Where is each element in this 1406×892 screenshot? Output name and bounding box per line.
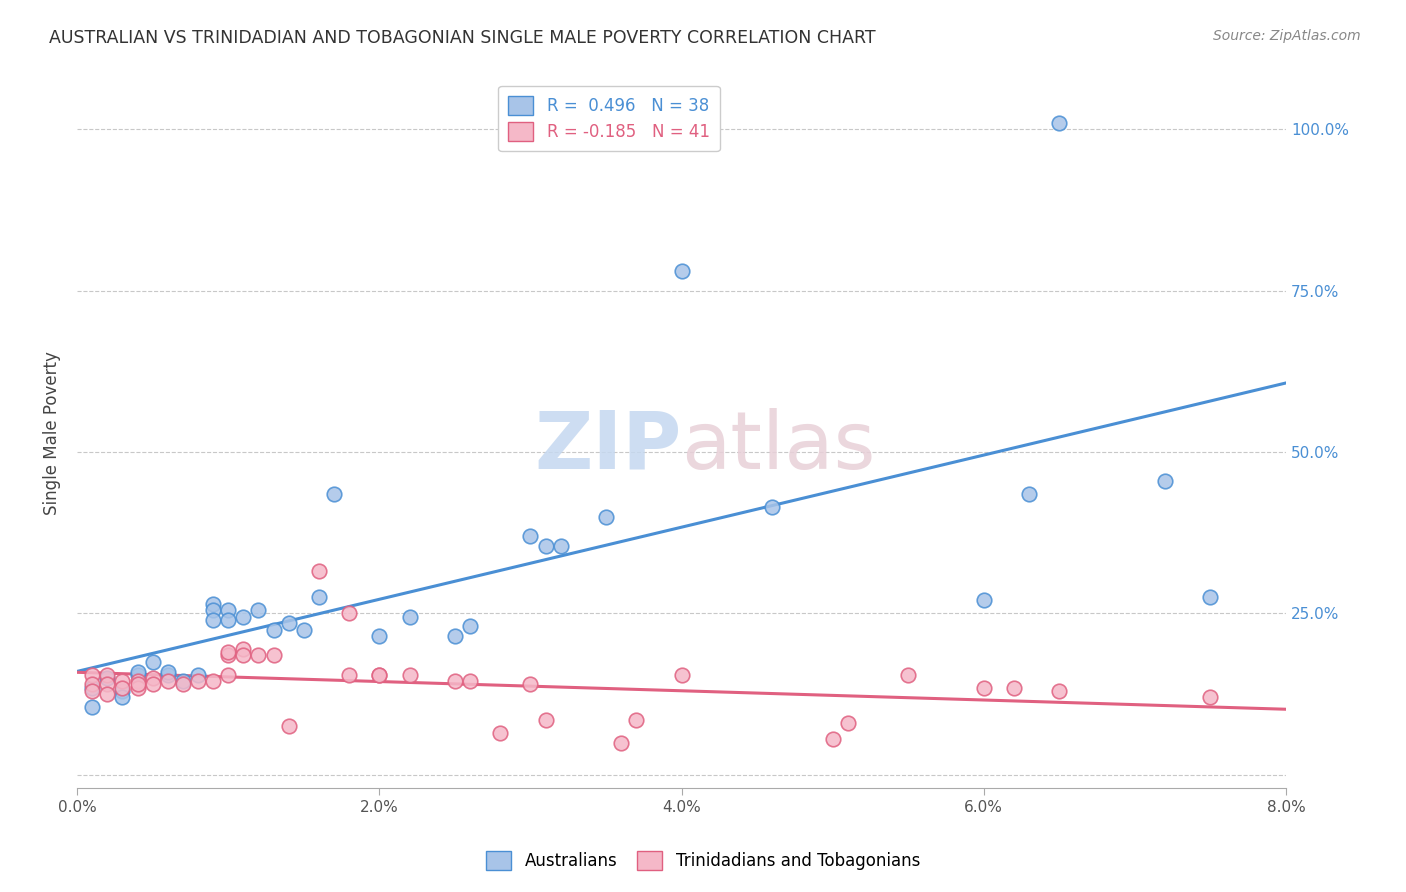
Point (217, 648, 239, 663)
Point (1199, 690, 1222, 705)
Point (534, 539, 557, 553)
Point (127, 677, 149, 691)
Point (82, 677, 104, 691)
Point (172, 674, 194, 689)
Point (489, 726, 512, 740)
Point (96, 671, 118, 685)
Point (292, 623, 315, 637)
Point (308, 565, 330, 579)
Legend: Australians, Trinidadians and Tobagonians: Australians, Trinidadians and Tobagonian… (479, 844, 927, 877)
Point (973, 681, 995, 695)
Point (534, 713, 557, 727)
Legend: R =  0.496   N = 38, R = -0.185   N = 41: R = 0.496 N = 38, R = -0.185 N = 41 (498, 86, 720, 151)
Point (1002, 681, 1025, 695)
Text: ZIP: ZIP (534, 408, 682, 486)
Point (337, 607, 360, 621)
Point (308, 591, 330, 605)
Point (624, 713, 647, 727)
Point (323, 487, 346, 501)
Point (458, 619, 481, 633)
Point (156, 674, 179, 689)
Point (187, 667, 209, 681)
Point (761, 500, 783, 514)
Y-axis label: Single Male Poverty: Single Male Poverty (44, 351, 60, 515)
Point (82, 681, 104, 695)
Point (172, 677, 194, 691)
Point (263, 623, 285, 637)
Point (519, 677, 541, 691)
Point (111, 690, 134, 705)
Point (247, 648, 270, 663)
Point (837, 716, 859, 731)
Point (217, 613, 239, 627)
Point (595, 509, 617, 524)
Point (232, 648, 254, 663)
Point (973, 593, 995, 607)
Point (111, 681, 134, 695)
Point (156, 665, 179, 679)
Point (217, 667, 239, 681)
Point (142, 677, 165, 691)
Point (1199, 591, 1222, 605)
Point (368, 667, 391, 681)
Point (277, 719, 299, 733)
Point (1047, 115, 1070, 129)
Point (610, 735, 633, 749)
Point (156, 667, 179, 681)
Text: AUSTRALIAN VS TRINIDADIAN AND TOBAGONIAN SINGLE MALE POVERTY CORRELATION CHART: AUSTRALIAN VS TRINIDADIAN AND TOBAGONIAN… (49, 29, 876, 46)
Point (187, 674, 209, 689)
Point (398, 667, 420, 681)
Point (550, 539, 572, 553)
Point (127, 667, 149, 681)
Point (96, 687, 118, 701)
Point (111, 684, 134, 698)
Point (671, 667, 693, 681)
Point (821, 732, 844, 747)
Point (82, 700, 104, 714)
Point (96, 667, 118, 681)
Point (127, 681, 149, 695)
Point (671, 264, 693, 278)
Point (444, 629, 467, 643)
Point (82, 667, 104, 681)
Point (217, 645, 239, 659)
Point (277, 616, 299, 631)
Point (1047, 684, 1070, 698)
Point (263, 648, 285, 663)
Point (202, 597, 225, 611)
Point (127, 674, 149, 689)
Text: atlas: atlas (682, 408, 876, 486)
Point (202, 613, 225, 627)
Point (232, 641, 254, 656)
Point (247, 603, 270, 617)
Point (202, 674, 225, 689)
Point (232, 609, 254, 624)
Point (398, 609, 420, 624)
Point (82, 684, 104, 698)
Point (96, 677, 118, 691)
Point (1018, 487, 1040, 501)
Point (217, 603, 239, 617)
Point (368, 629, 391, 643)
Point (142, 671, 165, 685)
Point (111, 674, 134, 689)
Point (519, 529, 541, 543)
Point (444, 674, 467, 689)
Point (337, 667, 360, 681)
Point (127, 665, 149, 679)
Point (458, 674, 481, 689)
Point (142, 655, 165, 669)
Text: Source: ZipAtlas.com: Source: ZipAtlas.com (1213, 29, 1361, 43)
Point (202, 603, 225, 617)
Point (897, 667, 920, 681)
Point (368, 667, 391, 681)
Point (1154, 474, 1177, 488)
